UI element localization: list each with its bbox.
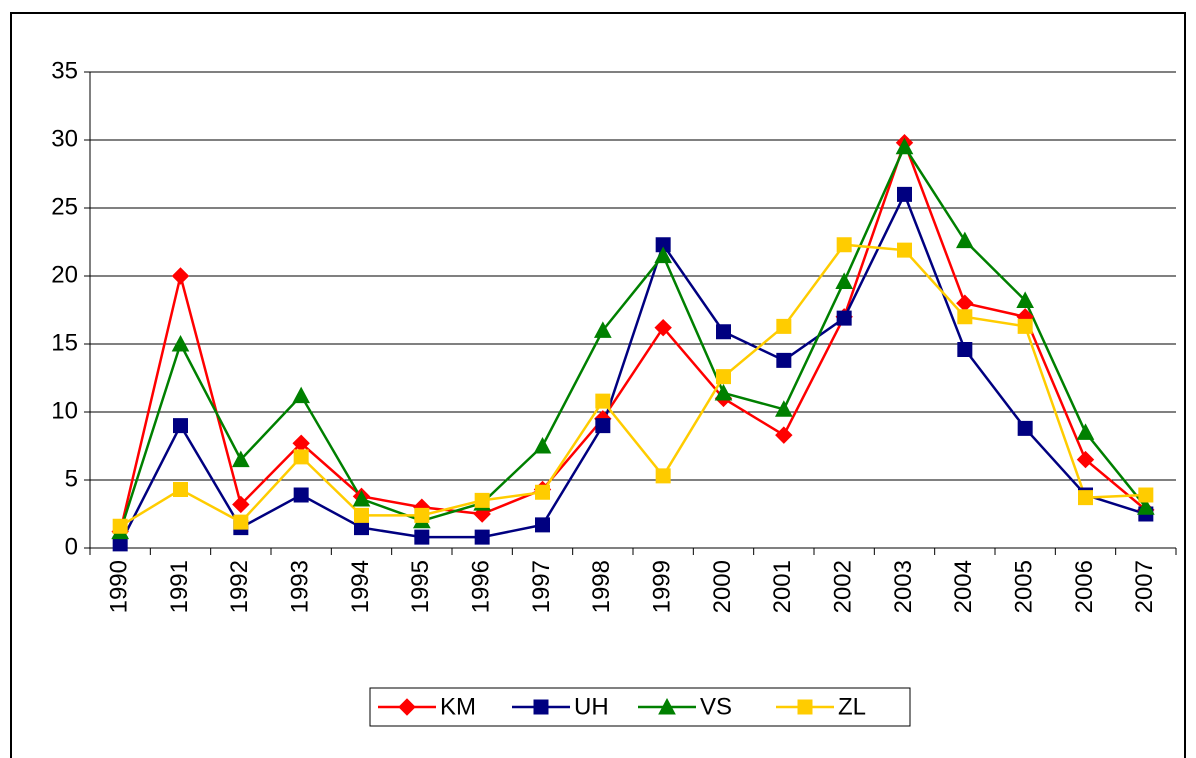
y-tick-label: 10 bbox=[51, 397, 78, 424]
legend-marker bbox=[398, 698, 416, 716]
data-point bbox=[173, 418, 188, 434]
data-point bbox=[836, 310, 852, 326]
series-line bbox=[119, 191, 1147, 545]
x-tick-label: 1999 bbox=[649, 560, 676, 613]
data-point bbox=[595, 393, 611, 409]
x-tick-label: 1994 bbox=[347, 560, 374, 613]
x-tick-label: 2000 bbox=[709, 560, 736, 613]
x-tick-label: 1992 bbox=[226, 560, 253, 613]
chart-border bbox=[10, 12, 1186, 758]
x-tick-label: 1998 bbox=[588, 560, 615, 613]
series-line bbox=[118, 139, 1147, 532]
data-point bbox=[895, 137, 914, 155]
y-tick-label: 25 bbox=[51, 193, 78, 220]
x-tick-label: 2001 bbox=[769, 560, 796, 613]
data-point bbox=[957, 309, 973, 325]
data-point bbox=[352, 489, 371, 507]
x-tick-label: 1997 bbox=[528, 560, 555, 613]
x-tick-label: 1993 bbox=[287, 560, 314, 613]
data-point bbox=[414, 529, 430, 545]
data-point bbox=[354, 507, 369, 523]
data-point bbox=[232, 495, 250, 514]
data-point bbox=[655, 237, 671, 253]
data-point bbox=[714, 383, 733, 401]
data-point bbox=[533, 436, 552, 454]
data-point bbox=[292, 386, 310, 404]
data-point bbox=[231, 450, 250, 468]
data-point bbox=[716, 324, 731, 340]
data-point bbox=[957, 341, 973, 357]
data-point bbox=[1137, 498, 1155, 515]
data-point bbox=[535, 517, 550, 533]
data-point bbox=[775, 426, 793, 444]
x-tick-label: 2003 bbox=[890, 560, 917, 613]
data-point bbox=[1138, 487, 1154, 503]
series-line bbox=[118, 144, 1147, 533]
legend-label: UH bbox=[574, 693, 609, 720]
x-tick-label: 2007 bbox=[1131, 560, 1158, 613]
x-tick-label: 1996 bbox=[468, 560, 495, 613]
data-point bbox=[1076, 450, 1095, 469]
data-point bbox=[595, 418, 611, 434]
legend-marker bbox=[797, 699, 813, 715]
data-point bbox=[1016, 291, 1034, 308]
y-tick-label: 15 bbox=[51, 329, 78, 356]
data-point bbox=[655, 468, 671, 484]
data-point bbox=[1078, 490, 1093, 506]
x-tick-label: 2004 bbox=[950, 560, 977, 613]
data-point bbox=[233, 514, 249, 530]
legend-label: ZL bbox=[838, 693, 866, 720]
data-point bbox=[474, 492, 490, 508]
data-point bbox=[173, 482, 188, 498]
data-point bbox=[593, 321, 612, 338]
x-tick-label: 1995 bbox=[407, 560, 434, 613]
data-point bbox=[1017, 318, 1033, 334]
x-tick-label: 2005 bbox=[1011, 560, 1038, 613]
data-point bbox=[1017, 420, 1033, 436]
x-tick-label: 1990 bbox=[106, 560, 133, 613]
data-point bbox=[112, 518, 128, 534]
data-point bbox=[776, 318, 792, 334]
data-point bbox=[654, 246, 673, 264]
data-point bbox=[774, 400, 793, 417]
data-point bbox=[897, 186, 912, 202]
data-point bbox=[171, 267, 190, 285]
data-point bbox=[293, 487, 309, 503]
data-point bbox=[171, 334, 190, 352]
data-point bbox=[1076, 423, 1095, 440]
legend-marker bbox=[658, 697, 676, 715]
x-tick-label: 2002 bbox=[830, 560, 857, 613]
data-point bbox=[835, 272, 854, 289]
y-tick-label: 20 bbox=[51, 261, 78, 288]
data-point bbox=[955, 231, 974, 249]
data-point bbox=[776, 352, 792, 368]
y-tick-label: 35 bbox=[51, 57, 78, 84]
data-point bbox=[836, 237, 852, 253]
data-point bbox=[293, 449, 309, 465]
data-point bbox=[654, 318, 672, 337]
x-tick-label: 1991 bbox=[166, 560, 193, 613]
legend-label: VS bbox=[700, 693, 732, 720]
legend-marker bbox=[533, 699, 549, 715]
y-tick-label: 0 bbox=[65, 533, 78, 560]
data-point bbox=[414, 507, 430, 523]
data-point bbox=[716, 369, 731, 385]
y-tick-label: 5 bbox=[65, 465, 78, 492]
series-line bbox=[119, 243, 1146, 528]
y-tick-label: 30 bbox=[51, 125, 78, 152]
x-tick-label: 2006 bbox=[1071, 560, 1098, 613]
data-point bbox=[474, 529, 490, 545]
data-point bbox=[897, 242, 912, 258]
data-point bbox=[535, 484, 550, 500]
legend-label: KM bbox=[440, 693, 476, 720]
